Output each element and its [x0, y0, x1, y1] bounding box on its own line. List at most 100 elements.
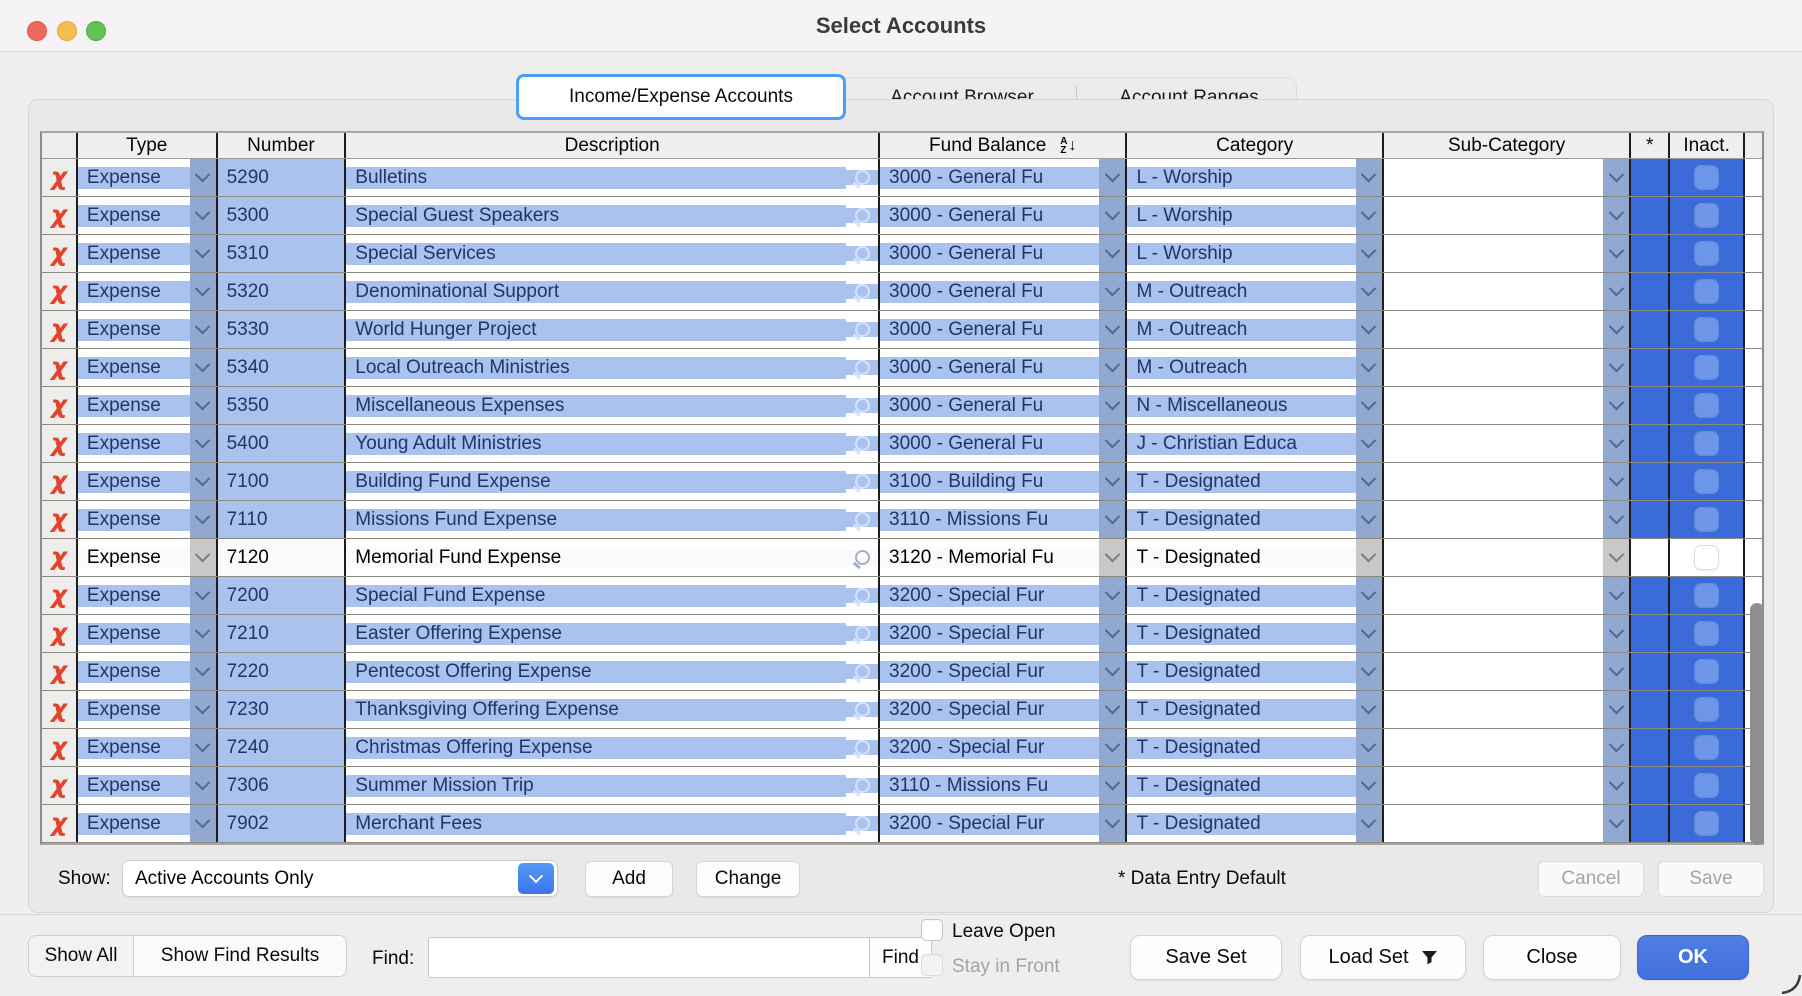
inactive-cell[interactable]	[1670, 425, 1746, 462]
description-cell[interactable]: Young Adult Ministries	[346, 425, 881, 462]
category-cell[interactable]: T - Designated	[1127, 653, 1384, 690]
fund-balance-cell[interactable]: 3200 - Special Fur	[880, 691, 1128, 728]
category-cell[interactable]: T - Designated	[1127, 615, 1384, 652]
data-entry-default-cell[interactable]	[1631, 615, 1671, 652]
data-entry-default-cell[interactable]	[1631, 501, 1671, 538]
type-cell[interactable]: Expense	[77, 501, 218, 538]
number-cell[interactable]: 5350	[217, 387, 347, 424]
description-cell[interactable]: Summer Mission Trip	[346, 767, 881, 804]
delete-row-cell[interactable]: χ	[42, 463, 78, 500]
search-icon[interactable]	[846, 208, 879, 223]
fund-balance-cell[interactable]: 3110 - Missions Fu	[880, 767, 1128, 804]
description-cell[interactable]: Special Guest Speakers	[346, 197, 881, 234]
number-cell[interactable]: 7100	[217, 463, 347, 500]
sub-category-dropdown-chevron-icon[interactable]	[1603, 501, 1630, 538]
show-all-button[interactable]: Show All	[28, 935, 134, 977]
type-dropdown-chevron-icon[interactable]	[189, 235, 216, 272]
ok-button[interactable]: OK	[1637, 935, 1749, 980]
delete-row-cell[interactable]: χ	[42, 691, 78, 728]
sub-category-cell[interactable]	[1384, 197, 1632, 234]
inactive-checkbox[interactable]	[1694, 317, 1720, 342]
category-cell[interactable]: M - Outreach	[1127, 311, 1384, 348]
delete-row-icon[interactable]: χ	[50, 238, 68, 267]
fund-balance-cell[interactable]: 3200 - Special Fur	[880, 577, 1128, 614]
inactive-checkbox[interactable]	[1694, 393, 1720, 418]
sub-category-cell[interactable]	[1384, 615, 1632, 652]
sub-category-cell[interactable]	[1384, 539, 1632, 576]
delete-row-icon[interactable]: χ	[50, 770, 68, 799]
search-icon[interactable]	[846, 398, 879, 413]
minimize-window-icon[interactable]	[57, 21, 77, 41]
sub-category-cell[interactable]	[1384, 729, 1632, 766]
delete-row-cell[interactable]: χ	[42, 577, 78, 614]
description-cell[interactable]: Thanksgiving Offering Expense	[346, 691, 881, 728]
inactive-cell[interactable]	[1670, 653, 1746, 690]
type-cell[interactable]: Expense	[77, 653, 218, 690]
category-cell[interactable]: T - Designated	[1127, 577, 1384, 614]
data-entry-default-cell[interactable]	[1631, 311, 1671, 348]
search-icon[interactable]	[846, 246, 879, 261]
sub-category-cell[interactable]	[1384, 463, 1632, 500]
fund-dropdown-chevron-icon[interactable]	[1099, 577, 1126, 614]
delete-row-icon[interactable]: χ	[50, 200, 68, 229]
delete-row-cell[interactable]: χ	[42, 349, 78, 386]
type-cell[interactable]: Expense	[77, 387, 218, 424]
sub-category-cell[interactable]	[1384, 501, 1632, 538]
search-icon[interactable]	[846, 702, 879, 717]
category-cell[interactable]: J - Christian Educa	[1127, 425, 1384, 462]
delete-row-icon[interactable]: χ	[50, 466, 68, 495]
sub-category-dropdown-chevron-icon[interactable]	[1603, 197, 1630, 234]
delete-row-icon[interactable]: χ	[50, 542, 68, 571]
category-dropdown-chevron-icon[interactable]	[1355, 615, 1382, 652]
sub-category-dropdown-chevron-icon[interactable]	[1603, 311, 1630, 348]
category-cell[interactable]: T - Designated	[1127, 767, 1384, 804]
fund-dropdown-chevron-icon[interactable]	[1099, 501, 1126, 538]
type-cell[interactable]: Expense	[77, 273, 218, 310]
search-icon[interactable]	[846, 322, 879, 337]
delete-row-cell[interactable]: χ	[42, 729, 78, 766]
category-dropdown-chevron-icon[interactable]	[1355, 691, 1382, 728]
delete-row-cell[interactable]: χ	[42, 311, 78, 348]
delete-row-icon[interactable]: χ	[50, 314, 68, 343]
inactive-checkbox[interactable]	[1694, 507, 1720, 532]
delete-row-icon[interactable]: χ	[50, 808, 68, 837]
sub-category-cell[interactable]	[1384, 349, 1632, 386]
number-cell[interactable]: 5320	[217, 273, 347, 310]
type-cell[interactable]: Expense	[77, 425, 218, 462]
type-dropdown-chevron-icon[interactable]	[189, 273, 216, 310]
fund-balance-cell[interactable]: 3000 - General Fu	[880, 425, 1128, 462]
data-entry-default-cell[interactable]	[1631, 653, 1671, 690]
data-entry-default-cell[interactable]	[1631, 387, 1671, 424]
category-dropdown-chevron-icon[interactable]	[1355, 729, 1382, 766]
fund-dropdown-chevron-icon[interactable]	[1099, 729, 1126, 766]
inactive-cell[interactable]	[1670, 501, 1746, 538]
delete-row-cell[interactable]: χ	[42, 767, 78, 804]
inactive-checkbox[interactable]	[1694, 545, 1720, 570]
number-cell[interactable]: 7240	[217, 729, 347, 766]
sub-category-cell[interactable]	[1384, 767, 1632, 804]
inactive-cell[interactable]	[1670, 387, 1746, 424]
number-cell[interactable]: 5340	[217, 349, 347, 386]
category-dropdown-chevron-icon[interactable]	[1355, 805, 1382, 842]
data-entry-default-cell[interactable]	[1631, 235, 1671, 272]
category-cell[interactable]: M - Outreach	[1127, 349, 1384, 386]
type-cell[interactable]: Expense	[77, 197, 218, 234]
search-icon[interactable]	[846, 816, 879, 831]
sub-category-cell[interactable]	[1384, 691, 1632, 728]
sub-category-dropdown-chevron-icon[interactable]	[1603, 653, 1630, 690]
description-cell[interactable]: Local Outreach Ministries	[346, 349, 881, 386]
type-dropdown-chevron-icon[interactable]	[189, 691, 216, 728]
save-button[interactable]: Save	[1658, 861, 1764, 897]
inactive-checkbox[interactable]	[1694, 279, 1720, 304]
inactive-checkbox[interactable]	[1694, 165, 1720, 190]
sub-category-dropdown-chevron-icon[interactable]	[1603, 273, 1630, 310]
delete-row-icon[interactable]: χ	[50, 352, 68, 381]
fund-balance-cell[interactable]: 3110 - Missions Fu	[880, 501, 1128, 538]
sub-category-cell[interactable]	[1384, 577, 1632, 614]
fund-dropdown-chevron-icon[interactable]	[1099, 197, 1126, 234]
fund-balance-cell[interactable]: 3120 - Memorial Fu	[880, 539, 1128, 576]
vertical-scrollbar-thumb[interactable]	[1750, 603, 1764, 845]
fund-balance-cell[interactable]: 3000 - General Fu	[880, 311, 1128, 348]
category-cell[interactable]: T - Designated	[1127, 463, 1384, 500]
data-entry-default-cell[interactable]	[1631, 539, 1671, 576]
